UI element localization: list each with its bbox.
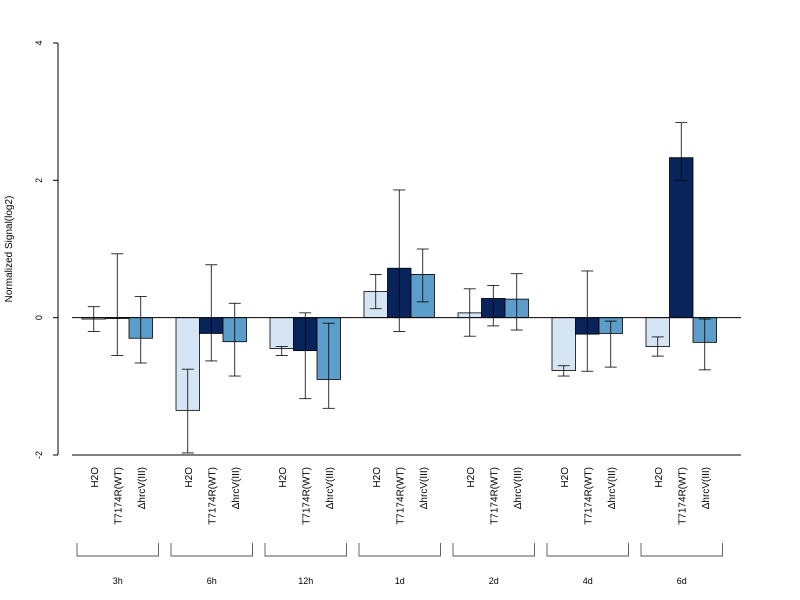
group-bracket [76, 543, 159, 557]
y-axis-label: Normalized Signal(log2) [4, 196, 15, 303]
y-tick-label: 2 [34, 178, 44, 183]
bar-label: T7174R(WT) [583, 467, 594, 525]
bar-label: H2O [560, 467, 571, 488]
y-tick-label: -2 [34, 451, 44, 459]
bar-label: ΔhrcV(III) [325, 467, 336, 509]
group-label: 12h [298, 576, 313, 586]
bar-12h-1 [269, 317, 294, 349]
group-label: 1d [395, 576, 405, 586]
bar-4d-1 [551, 317, 576, 371]
bar-label: H2O [90, 467, 101, 488]
bar-label: T7174R(WT) [395, 467, 406, 525]
bar-labels: H2O T7174R(WT) ΔhrcV(III) H2O T7174R(WT) Δhrc… [90, 467, 712, 525]
bar-label: H2O [466, 467, 477, 488]
y-tick-label: 4 [34, 40, 44, 45]
group-bracket [358, 543, 441, 557]
bar-label: H2O [278, 467, 289, 488]
group-bracket [452, 543, 535, 557]
bar-label: T7174R(WT) [301, 467, 312, 525]
group-labels: 3h 6h 12h 1d 2d 4d 6d [76, 543, 723, 586]
group-bracket [170, 543, 253, 557]
group-label: 2d [489, 576, 499, 586]
bar-label: T7174R(WT) [207, 467, 218, 525]
bar-label: ΔhrcV(III) [513, 467, 524, 509]
group-bracket [546, 543, 629, 557]
bar-label: T7174R(WT) [113, 467, 124, 525]
y-axis: -2 0 2 4 [34, 40, 59, 459]
group-label: 6h [207, 576, 217, 586]
bar-label: H2O [372, 467, 383, 488]
bar-label: ΔhrcV(III) [231, 467, 242, 509]
bar-label: H2O [654, 467, 665, 488]
bar-label: T7174R(WT) [489, 467, 500, 525]
bar-label: H2O [184, 467, 195, 488]
error-bars [87, 122, 711, 454]
group-label: 4d [583, 576, 593, 586]
bar-6d-2 [669, 157, 694, 319]
bar-label: ΔhrcV(III) [419, 467, 430, 509]
bar-label: ΔhrcV(III) [607, 467, 618, 509]
group-bracket [640, 543, 723, 557]
group-label: 6d [677, 576, 687, 586]
bar-label: T7174R(WT) [677, 467, 688, 525]
group-bracket [264, 543, 347, 557]
bar-label: ΔhrcV(III) [137, 467, 148, 509]
y-tick-label: 0 [34, 315, 44, 320]
bar-label: ΔhrcV(III) [701, 467, 712, 509]
group-label: 3h [113, 576, 123, 586]
